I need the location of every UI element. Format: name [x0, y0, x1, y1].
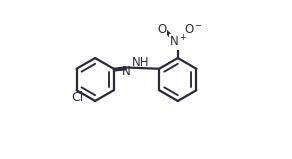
Text: NH: NH: [132, 56, 150, 69]
Text: Cl: Cl: [71, 91, 84, 104]
Text: O$^-$: O$^-$: [184, 23, 203, 36]
Text: N$^+$: N$^+$: [168, 35, 187, 50]
Text: N: N: [122, 66, 131, 78]
Text: O: O: [158, 23, 167, 36]
